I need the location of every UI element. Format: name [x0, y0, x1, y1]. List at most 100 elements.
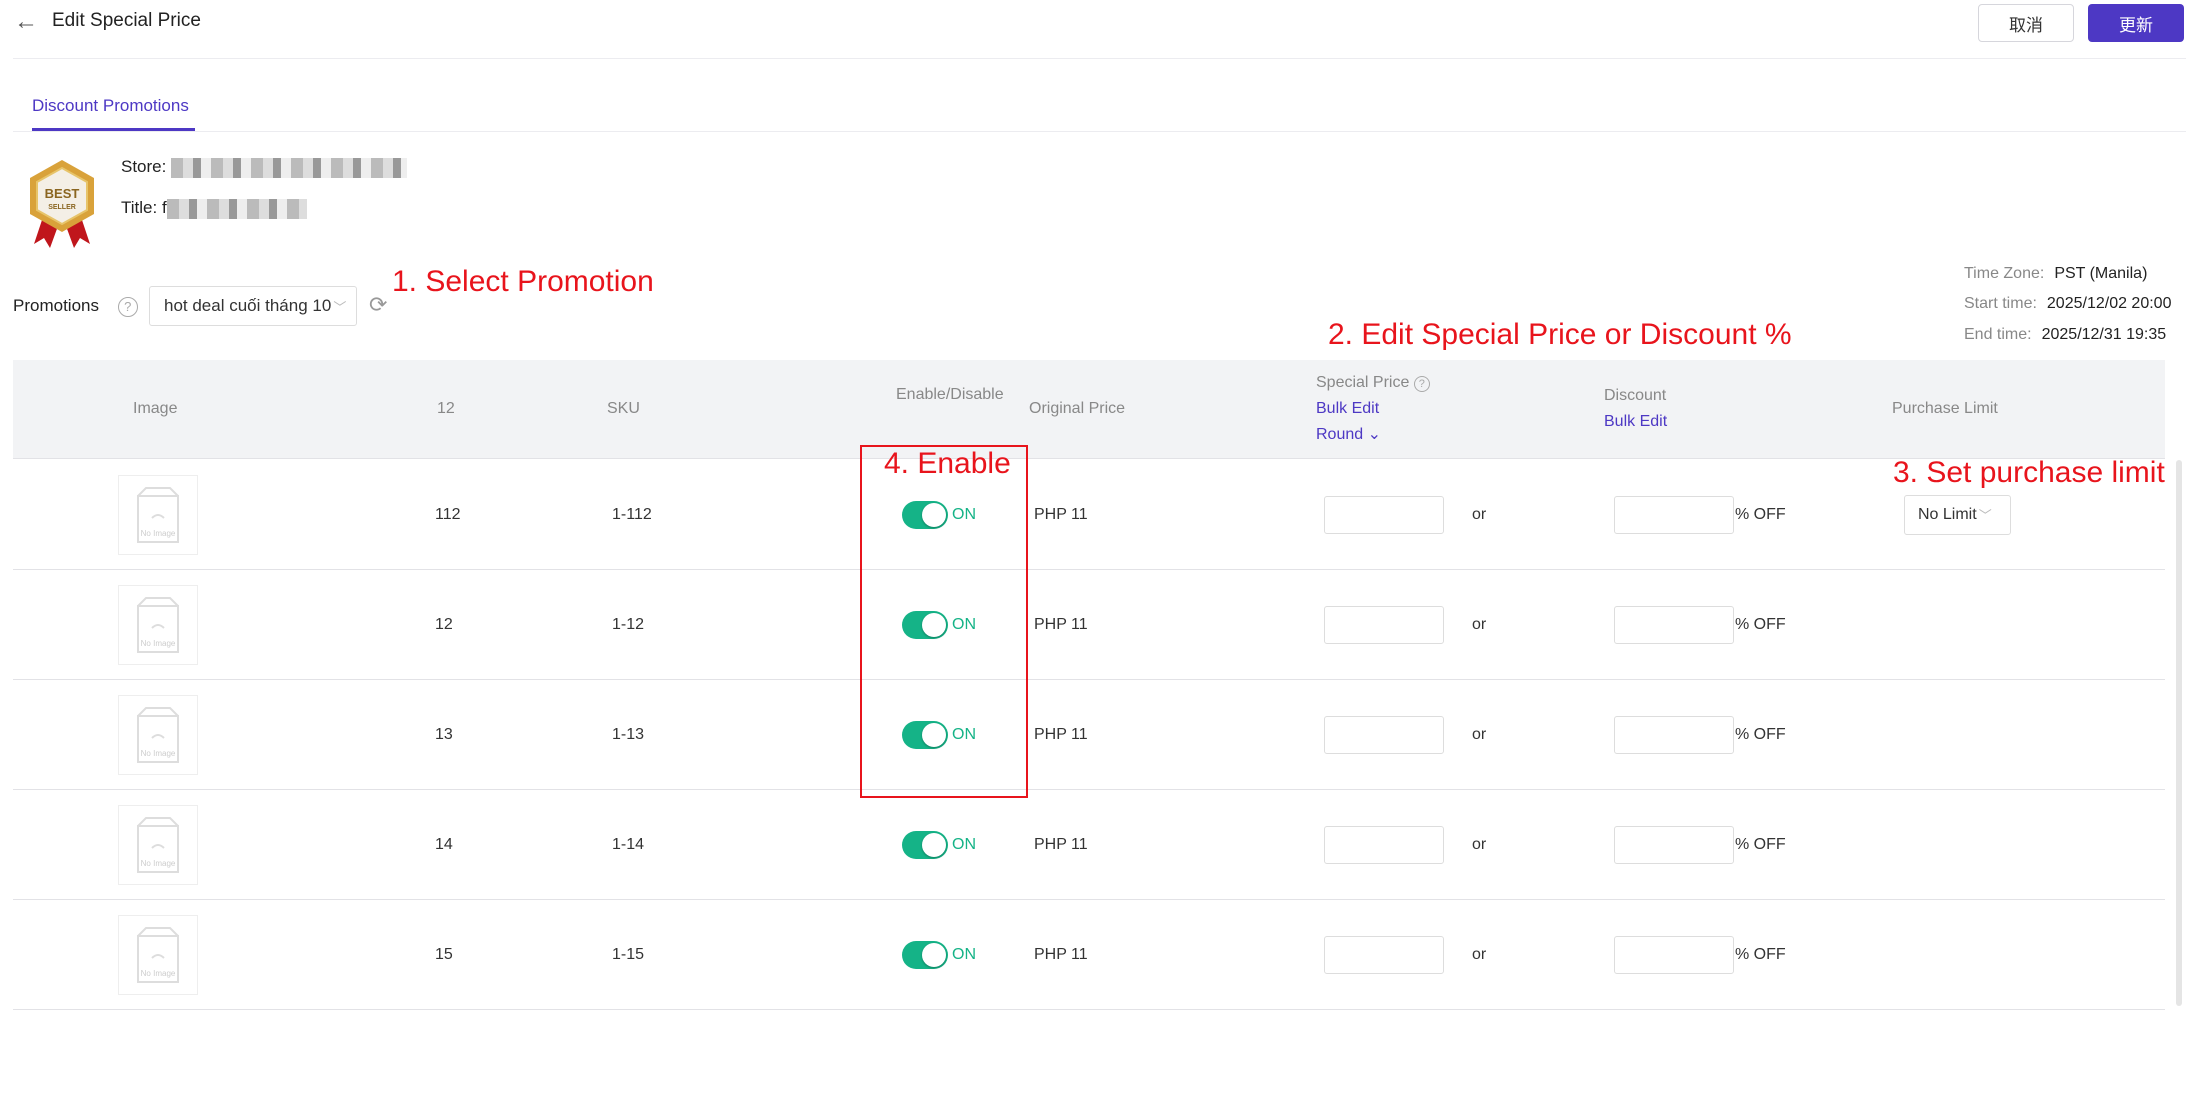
enable-toggle[interactable] — [902, 610, 948, 639]
start-time-label: Start time: — [1964, 295, 2037, 312]
title-label: Title: — [121, 198, 158, 217]
annotation-purchase-limit: 3. Set purchase limit — [1893, 456, 2165, 489]
cancel-button[interactable]: 取消 — [1978, 4, 2074, 42]
store-info: Store: — [121, 157, 408, 178]
discount-bulk-edit-link[interactable]: Bulk Edit — [1604, 413, 1668, 430]
no-image-text: No Image — [141, 529, 176, 538]
chevron-down-icon: ⌄ — [1363, 426, 1382, 443]
tab-active-indicator — [32, 128, 195, 131]
enable-toggle[interactable] — [902, 940, 948, 969]
store-name-redacted — [171, 157, 408, 178]
discount-input[interactable] — [1614, 935, 1734, 974]
end-time-value: 2025/12/31 19:35 — [2041, 326, 2167, 343]
row-sku: 1-15 — [612, 945, 645, 963]
row-sku: 1-112 — [612, 505, 652, 523]
no-image-placeholder-icon: No Image — [118, 914, 198, 995]
back-arrow-icon[interactable]: ← — [14, 8, 38, 35]
purchase-limit-value: No Limit — [1918, 505, 1977, 523]
toggle-status: ON — [952, 725, 976, 743]
table-row: No Image 12 1-12 ON PHP 11 or % OFF — [13, 570, 2165, 680]
special-price-input[interactable] — [1324, 495, 1444, 534]
special-price-bulk-edit-link[interactable]: Bulk Edit — [1316, 400, 1380, 417]
annotation-enable-box — [860, 445, 1028, 798]
percent-off-label: % OFF — [1735, 725, 1786, 743]
row-sku: 1-13 — [612, 725, 645, 743]
enable-toggle[interactable] — [902, 720, 948, 749]
promotion-select[interactable]: hot deal cuối tháng 10 ﹀ — [149, 286, 357, 326]
no-image-placeholder-icon: No Image — [118, 804, 198, 885]
table-row: No Image 13 1-13 ON PHP 11 or % OFF — [13, 680, 2165, 790]
discount-input[interactable] — [1614, 825, 1734, 864]
time-zone: Time Zone: PST (Manila) — [1964, 265, 2147, 283]
percent-off-label: % OFF — [1735, 945, 1786, 963]
no-image-text: No Image — [141, 749, 176, 758]
or-label: or — [1472, 615, 1487, 633]
round-dropdown[interactable]: Round ⌄ — [1316, 422, 1430, 448]
no-image-text: No Image — [141, 639, 176, 648]
toggle-status: ON — [952, 835, 976, 853]
best-seller-badge-icon: BEST SELLER — [30, 160, 94, 248]
special-price-input[interactable] — [1324, 715, 1444, 754]
row-name: 15 — [435, 945, 453, 963]
percent-off-label: % OFF — [1735, 835, 1786, 853]
title-redacted — [166, 198, 307, 219]
special-price-input[interactable] — [1324, 825, 1444, 864]
table-row: No Image 14 1-14 ON PHP 11 or % OFF — [13, 790, 2165, 900]
promotions-label: Promotions ? — [13, 296, 138, 317]
row-name: 14 — [435, 835, 453, 853]
chevron-down-icon: ﹀ — [333, 299, 347, 315]
chevron-down-icon: ﹀ — [1978, 508, 1992, 523]
purchase-limit-select[interactable]: No Limit ﹀ — [1904, 494, 2011, 535]
update-button[interactable]: 更新 — [2088, 4, 2184, 42]
row-name: 13 — [435, 725, 453, 743]
promotion-selected-value: hot deal cuối tháng 10 — [164, 296, 332, 315]
start-time: Start time: 2025/12/02 20:00 — [1964, 295, 2171, 313]
start-time-value: 2025/12/02 20:00 — [2046, 295, 2172, 312]
promotions-label-text: Promotions — [13, 296, 99, 315]
end-time: End time: 2025/12/31 19:35 — [1964, 326, 2166, 344]
row-sku: 1-12 — [612, 615, 645, 633]
special-price-input[interactable] — [1324, 605, 1444, 644]
no-image-placeholder-icon: No Image — [118, 694, 198, 775]
no-image-placeholder-icon: No Image — [118, 584, 198, 665]
page-title: Edit Special Price — [52, 10, 201, 31]
annotation-select-promotion: 1. Select Promotion — [392, 265, 654, 298]
header-discount: Discount Bulk Edit — [1604, 383, 1667, 435]
header-enable-disable: Enable/Disable — [896, 386, 1004, 403]
discount-input[interactable] — [1614, 605, 1734, 644]
header-original-price: Original Price — [1029, 400, 1126, 417]
or-label: or — [1472, 835, 1487, 853]
or-label: or — [1472, 725, 1487, 743]
percent-off-label: % OFF — [1735, 615, 1786, 633]
header-special-price: Special Price ? Bulk Edit Round ⌄ — [1316, 370, 1430, 448]
special-price-label: Special Price — [1316, 374, 1410, 391]
no-image-text: No Image — [141, 969, 176, 978]
header-purchase-limit: Purchase Limit — [1892, 400, 1998, 417]
enable-toggle[interactable] — [902, 500, 948, 529]
or-label: or — [1472, 505, 1487, 523]
special-price-input[interactable] — [1324, 935, 1444, 974]
table-row: No Image 15 1-15 ON PHP 11 or % OFF — [13, 900, 2165, 1010]
table-scrollbar[interactable] — [2176, 460, 2182, 1006]
enable-toggle[interactable] — [902, 830, 948, 859]
annotation-edit-price: 2. Edit Special Price or Discount % — [1328, 318, 1792, 351]
discount-label: Discount — [1604, 387, 1667, 404]
refresh-icon[interactable]: ⟳ — [369, 292, 388, 317]
tab-discount-promotions[interactable]: Discount Promotions — [32, 96, 189, 115]
title-prefix: f — [161, 198, 167, 217]
help-icon[interactable]: ? — [1413, 376, 1430, 392]
help-icon[interactable]: ? — [117, 296, 138, 317]
original-price: PHP 11 — [1034, 725, 1088, 743]
badge-text-top: BEST — [45, 186, 80, 201]
discount-input[interactable] — [1614, 715, 1734, 754]
original-price: PHP 11 — [1034, 615, 1088, 633]
tab-divider — [13, 131, 2186, 132]
end-time-label: End time: — [1964, 326, 2032, 343]
original-price: PHP 11 — [1034, 505, 1088, 523]
annotation-enable: 4. Enable — [884, 447, 1011, 480]
original-price: PHP 11 — [1034, 835, 1088, 853]
header-image: Image — [133, 400, 178, 417]
header-12: 12 — [437, 400, 455, 417]
row-name: 112 — [435, 505, 461, 523]
discount-input[interactable] — [1614, 495, 1734, 534]
